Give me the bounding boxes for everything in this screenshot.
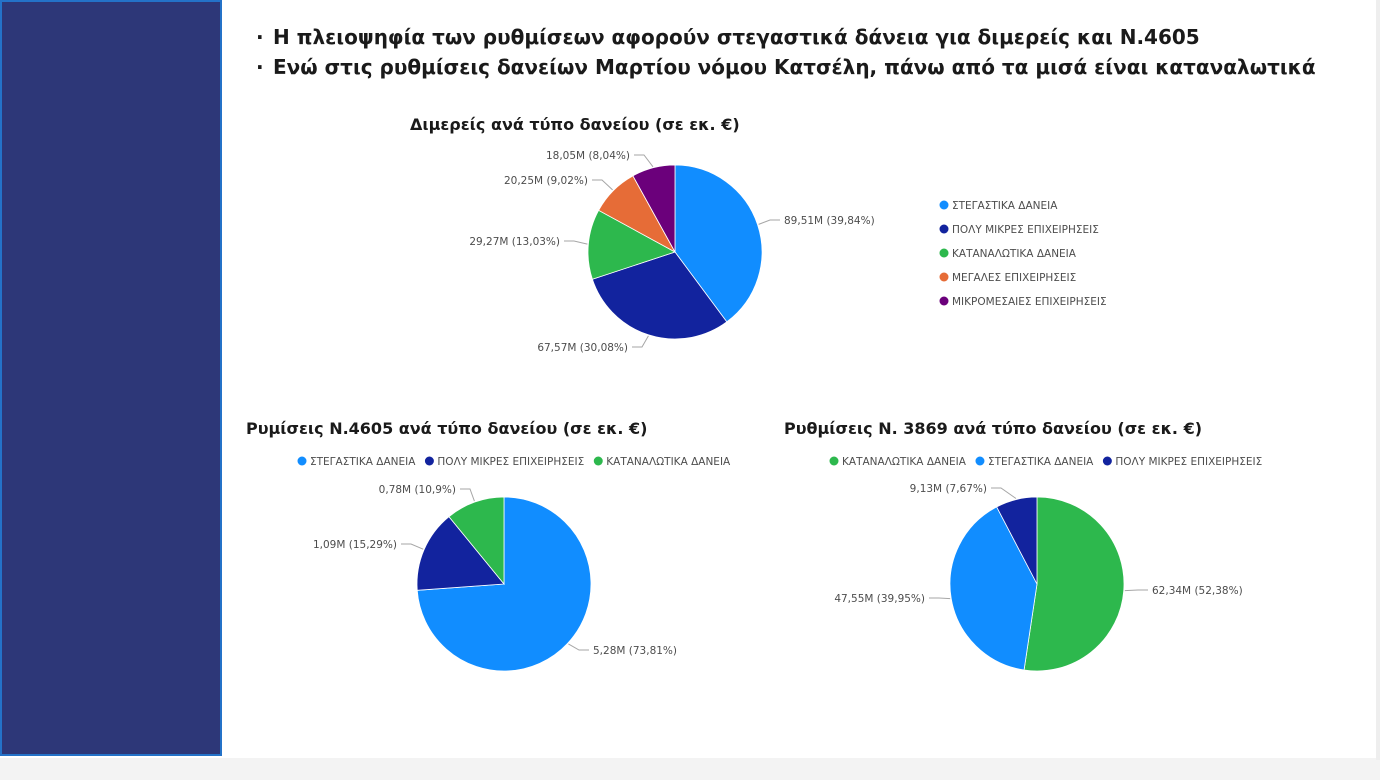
data-label: 29,27M (13,03%)	[469, 236, 560, 248]
legend-item-καταναλωτικα-δανεια[interactable]: ΚΑΤΑΝΑΛΩΤΙΚΑ ΔΑΝΕΙΑ	[593, 456, 731, 468]
legend-label: ΠΟΛΥ ΜΙΚΡΕΣ ΕΠΙΧΕΙΡΗΣΕΙΣ	[952, 224, 1099, 236]
legend-marker	[939, 296, 949, 306]
legend-item-πολυ-μικρες-επιχειρησεις[interactable]: ΠΟΛΥ ΜΙΚΡΕΣ ΕΠΙΧΕΙΡΗΣΕΙΣ	[939, 224, 1099, 236]
data-label: 1,09M (15,29%)	[313, 539, 397, 551]
leader-line	[929, 597, 951, 600]
data-label: 67,57M (30,08%)	[537, 342, 628, 354]
leader-line	[634, 154, 654, 168]
legend-label: ΣΤΕΓΑΣΤΙΚΑ ΔΑΝΕΙΑ	[952, 200, 1058, 212]
legend-label: ΠΟΛΥ ΜΙΚΡΕΣ ΕΠΙΧΕΙΡΗΣΕΙΣ	[1115, 456, 1262, 468]
pie-slice-3[interactable]	[448, 496, 505, 586]
bullet-dot: ·	[256, 55, 264, 79]
headline-text-1: Η πλειοψηφία των ρυθμίσεων αφορούν στεγα…	[272, 25, 1200, 49]
legend-item-στεγαστικα-δανεια[interactable]: ΣΤΕΓΑΣΤΙΚΑ ΔΑΝΕΙΑ	[975, 456, 1094, 468]
legend-marker	[939, 272, 949, 282]
pie-slice-3[interactable]	[587, 209, 677, 280]
legend-label: ΚΑΤΑΝΑΛΩΤΙΚΑ ΔΑΝΕΙΑ	[842, 456, 967, 468]
data-label: 0,78M (10,9%)	[379, 484, 456, 496]
legend-label: ΣΤΕΓΑΣΤΙΚΑ ΔΑΝΕΙΑ	[310, 456, 416, 468]
leader-line	[460, 488, 475, 502]
headline-bullet-1: · Η πλειοψηφία των ρυθμίσεων αφορούν στε…	[256, 22, 1366, 52]
legend-label: ΚΑΤΑΝΑΛΩΤΙΚΑ ΔΑΝΕΙΑ	[952, 248, 1077, 260]
legend-label: ΜΕΓΑΛΕΣ ΕΠΙΧΕΙΡΗΣΕΙΣ	[952, 272, 1076, 284]
legend-item-στεγαστικα-δανεια[interactable]: ΣΤΕΓΑΣΤΙΚΑ ΔΑΝΕΙΑ	[939, 200, 1059, 212]
legend-item-πολυ-μικρες-επιχειρησεις[interactable]: ΠΟΛΥ ΜΙΚΡΕΣ ΕΠΙΧΕΙΡΗΣΕΙΣ	[424, 456, 584, 468]
data-label: 62,34M (52,38%)	[1152, 585, 1243, 597]
data-label: 89,51M (39,84%)	[784, 215, 875, 227]
legend-item-μικρομεσαιες-επιχειρησεις[interactable]: ΜΙΚΡΟΜΕΣΑΙΕΣ ΕΠΙΧΕΙΡΗΣΕΙΣ	[939, 296, 1107, 308]
data-label: 9,13M (7,67%)	[910, 483, 987, 495]
leader-line	[568, 643, 589, 651]
chart-title: Ρυμίσεις Ν.4605 ανά τύπο δανείου (σε εκ.…	[246, 419, 647, 438]
legend-marker	[593, 456, 603, 466]
chart-bilateral-by-loan-type[interactable]: Διμερείς ανά τύπο δανείου (σε εκ. €) 89,…	[410, 115, 1107, 354]
legend-marker	[939, 248, 949, 258]
leader-line	[632, 335, 649, 348]
chart-n3869-by-loan-type[interactable]: Ρυθμίσεις Ν. 3869 ανά τύπο δανείου (σε ε…	[784, 419, 1262, 672]
legend: ΚΑΤΑΝΑΛΩΤΙΚΑ ΔΑΝΕΙΑ ΣΤΕΓΑΣΤΙΚΑ ΔΑΝΕΙΑ ΠΟΛΥ…	[829, 456, 1262, 468]
headline-bullets: · Η πλειοψηφία των ρυθμίσεων αφορούν στε…	[256, 22, 1366, 82]
legend-marker	[424, 456, 434, 466]
headline-bullet-2: · Ενώ στις ρυθμίσεις δανείων Μαρτίου νόμ…	[256, 52, 1366, 82]
legend-label: ΣΤΕΓΑΣΤΙΚΑ ΔΑΝΕΙΑ	[988, 456, 1094, 468]
chart-title: Διμερείς ανά τύπο δανείου (σε εκ. €)	[410, 115, 740, 134]
leader-line	[1124, 589, 1148, 592]
headline-text-2: Ενώ στις ρυθμίσεις δανείων Μαρτίου νόμου…	[272, 55, 1316, 79]
data-label: 5,28M (73,81%)	[593, 645, 677, 657]
data-label: 20,25M (9,02%)	[504, 175, 588, 187]
pie-slice-2[interactable]	[949, 506, 1038, 671]
data-label: 47,55M (39,95%)	[834, 593, 925, 605]
pie-slice-1[interactable]	[674, 164, 763, 323]
legend-item-καταναλωτικα-δανεια[interactable]: ΚΑΤΑΝΑΛΩΤΙΚΑ ΔΑΝΕΙΑ	[829, 456, 967, 468]
bullet-dot: ·	[256, 25, 264, 49]
leader-line	[991, 487, 1017, 499]
legend: ΣΤΕΓΑΣΤΙΚΑ ΔΑΝΕΙΑ ΠΟΛΥ ΜΙΚΡΕΣ ΕΠΙΧΕΙΡΗΣΕΙ…	[939, 200, 1107, 308]
left-sidebar-panel	[0, 0, 222, 756]
leader-line	[592, 179, 613, 191]
leader-line	[564, 240, 588, 245]
data-label: 18,05M (8,04%)	[546, 150, 630, 162]
legend-marker	[939, 200, 949, 210]
pie-slice-2[interactable]	[416, 516, 505, 591]
legend-label: ΚΑΤΑΝΑΛΩΤΙΚΑ ΔΑΝΕΙΑ	[606, 456, 731, 468]
legend-item-στεγαστικα-δανεια[interactable]: ΣΤΕΓΑΣΤΙΚΑ ΔΑΝΕΙΑ	[297, 456, 417, 468]
leader-line	[758, 219, 780, 225]
pie-slice-1[interactable]	[1023, 496, 1125, 672]
legend-marker	[975, 456, 985, 466]
legend-item-καταναλωτικα-δανεια[interactable]: ΚΑΤΑΝΑΛΩΤΙΚΑ ΔΑΝΕΙΑ	[939, 248, 1077, 260]
pie-slice-3[interactable]	[996, 496, 1038, 585]
legend-marker	[829, 456, 839, 466]
legend-marker	[297, 456, 307, 466]
chart-n4605-by-loan-type[interactable]: Ρυμίσεις Ν.4605 ανά τύπο δανείου (σε εκ.…	[246, 419, 731, 672]
legend-label: ΠΟΛΥ ΜΙΚΡΕΣ ΕΠΙΧΕΙΡΗΣΕΙΣ	[437, 456, 584, 468]
legend-label: ΜΙΚΡΟΜΕΣΑΙΕΣ ΕΠΙΧΕΙΡΗΣΕΙΣ	[952, 296, 1107, 308]
legend: ΣΤΕΓΑΣΤΙΚΑ ΔΑΝΕΙΑ ΠΟΛΥ ΜΙΚΡΕΣ ΕΠΙΧΕΙΡΗΣΕΙ…	[297, 456, 731, 468]
pie-slice-5[interactable]	[632, 164, 676, 253]
chart-title: Ρυθμίσεις Ν. 3869 ανά τύπο δανείου (σε ε…	[784, 419, 1202, 438]
bottom-strip	[0, 758, 1380, 780]
legend-marker	[939, 224, 949, 234]
legend-marker	[1102, 456, 1112, 466]
right-edge	[1376, 0, 1380, 760]
legend-item-πολυ-μικρες-επιχειρησεις[interactable]: ΠΟΛΥ ΜΙΚΡΕΣ ΕΠΙΧΕΙΡΗΣΕΙΣ	[1102, 456, 1262, 468]
pie-slice-2[interactable]	[591, 251, 728, 340]
legend-item-μεγαλες-επιχειρησεις[interactable]: ΜΕΓΑΛΕΣ ΕΠΙΧΕΙΡΗΣΕΙΣ	[939, 272, 1077, 284]
leader-line	[401, 543, 424, 550]
